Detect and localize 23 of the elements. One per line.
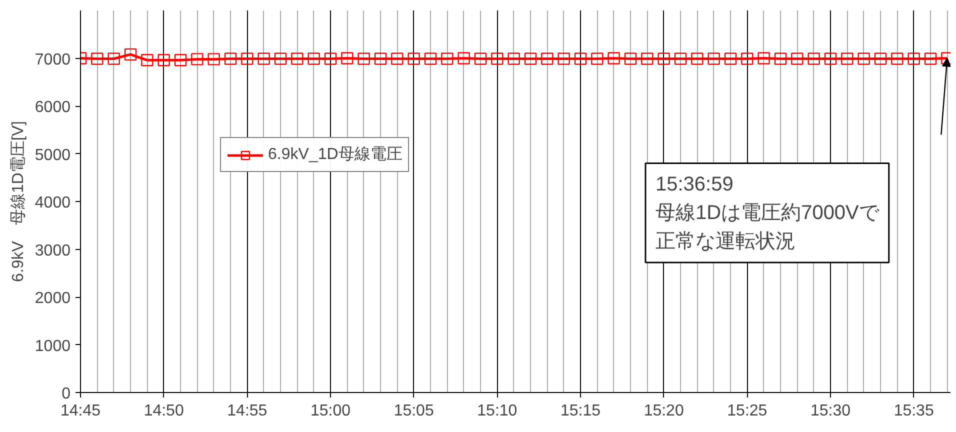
x-tick-label: 15:10: [477, 402, 518, 420]
x-tick-label: 15:15: [560, 402, 601, 420]
y-axis-title: 6.9kV 母線1D電圧[V]: [10, 121, 27, 282]
x-tick-label: 15:35: [894, 402, 934, 420]
legend-label: 6.9kV_1D母線電圧: [268, 145, 402, 165]
x-tick-label: 15:30: [810, 402, 851, 420]
annotation: 15:36:59: [656, 173, 734, 196]
y-tick-label: 7000: [34, 51, 71, 68]
y-tick-label: 6000: [34, 99, 71, 116]
y-tick-label: 2000: [34, 290, 71, 307]
x-tick-label: 15:00: [310, 402, 351, 420]
x-tick-label: 15:25: [727, 402, 768, 420]
x-tick-label: 14:45: [60, 402, 101, 420]
y-tick-label: 4000: [34, 194, 71, 212]
y-tick-label: 0: [62, 386, 71, 402]
y-tick-label: 5000: [34, 146, 71, 164]
x-tick-label: 14:50: [144, 402, 184, 420]
y-tick-label: 1000: [34, 338, 71, 355]
x-tick-label: 15:20: [644, 402, 684, 420]
x-tick-label: 14:55: [227, 402, 268, 420]
annotation: 母線1Dは電圧約7000Vで正常な運転状況: [656, 202, 880, 252]
x-tick-label: 15:05: [394, 402, 434, 420]
y-tick-label: 3000: [34, 242, 71, 260]
